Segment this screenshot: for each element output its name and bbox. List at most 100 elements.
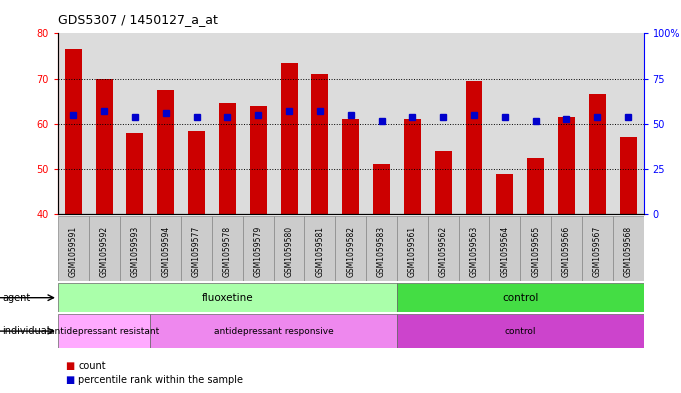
Bar: [551, 33, 582, 214]
Bar: [335, 33, 366, 214]
Text: GSM1059567: GSM1059567: [592, 226, 602, 277]
Bar: [335, 33, 366, 214]
Bar: [274, 216, 304, 281]
Bar: [243, 33, 274, 214]
Bar: [58, 33, 89, 214]
Text: antidepressant resistant: antidepressant resistant: [49, 327, 159, 336]
Text: antidepressant responsive: antidepressant responsive: [214, 327, 334, 336]
Bar: [127, 133, 144, 214]
Bar: [428, 33, 458, 214]
Bar: [250, 106, 267, 214]
Bar: [181, 33, 212, 214]
Text: GDS5307 / 1450127_a_at: GDS5307 / 1450127_a_at: [58, 13, 218, 26]
Bar: [304, 33, 335, 214]
Text: GSM1059581: GSM1059581: [315, 226, 324, 277]
Bar: [428, 33, 458, 214]
Bar: [58, 216, 89, 281]
Bar: [151, 314, 397, 348]
Bar: [343, 119, 359, 214]
Bar: [274, 33, 304, 214]
Bar: [58, 283, 397, 312]
Text: control: control: [505, 327, 536, 336]
Text: GSM1059564: GSM1059564: [501, 226, 509, 277]
Bar: [157, 90, 174, 214]
Text: GSM1059591: GSM1059591: [69, 226, 78, 277]
Bar: [404, 119, 421, 214]
Bar: [520, 33, 551, 214]
Bar: [120, 33, 151, 214]
Bar: [181, 33, 212, 214]
Bar: [335, 216, 366, 281]
Bar: [558, 117, 575, 214]
Bar: [89, 33, 120, 214]
Bar: [274, 33, 304, 214]
Bar: [620, 137, 637, 214]
Bar: [428, 216, 458, 281]
Bar: [589, 94, 606, 214]
Bar: [466, 81, 482, 214]
Text: GSM1059580: GSM1059580: [285, 226, 294, 277]
Bar: [58, 314, 151, 348]
Bar: [551, 216, 582, 281]
Bar: [151, 216, 181, 281]
Bar: [527, 158, 544, 214]
Text: GSM1059565: GSM1059565: [531, 226, 540, 277]
Bar: [219, 103, 236, 214]
Bar: [397, 33, 428, 214]
Text: GSM1059566: GSM1059566: [562, 226, 571, 277]
Bar: [397, 283, 644, 312]
Bar: [373, 164, 390, 214]
Text: control: control: [502, 293, 539, 303]
Text: GSM1059577: GSM1059577: [192, 226, 201, 277]
Bar: [397, 33, 428, 214]
Bar: [212, 33, 243, 214]
Bar: [582, 33, 613, 214]
Bar: [188, 130, 205, 214]
Bar: [496, 173, 513, 214]
Bar: [582, 216, 613, 281]
Text: GSM1059594: GSM1059594: [161, 226, 170, 277]
Bar: [458, 33, 490, 214]
Bar: [304, 33, 335, 214]
Bar: [366, 216, 397, 281]
Bar: [212, 33, 243, 214]
Bar: [151, 33, 181, 214]
Bar: [434, 151, 452, 214]
Bar: [65, 49, 82, 214]
Text: GSM1059562: GSM1059562: [439, 226, 447, 277]
Bar: [458, 33, 490, 214]
Text: individual: individual: [2, 326, 50, 336]
Bar: [397, 314, 644, 348]
Text: GSM1059582: GSM1059582: [346, 226, 355, 277]
Bar: [95, 79, 112, 214]
Text: ■: ■: [65, 375, 74, 386]
Text: agent: agent: [2, 293, 30, 303]
Bar: [281, 63, 298, 214]
Bar: [490, 216, 520, 281]
Text: ■: ■: [65, 361, 74, 371]
Bar: [243, 216, 274, 281]
Bar: [520, 33, 551, 214]
Bar: [181, 216, 212, 281]
Bar: [397, 216, 428, 281]
Bar: [613, 33, 644, 214]
Text: GSM1059578: GSM1059578: [223, 226, 232, 277]
Text: fluoxetine: fluoxetine: [202, 293, 253, 303]
Bar: [120, 33, 151, 214]
Bar: [551, 33, 582, 214]
Bar: [58, 33, 89, 214]
Bar: [89, 33, 120, 214]
Text: GSM1059583: GSM1059583: [377, 226, 386, 277]
Bar: [582, 33, 613, 214]
Bar: [458, 216, 490, 281]
Bar: [490, 33, 520, 214]
Bar: [89, 216, 120, 281]
Bar: [243, 33, 274, 214]
Bar: [366, 33, 397, 214]
Text: GSM1059593: GSM1059593: [131, 226, 140, 277]
Bar: [613, 33, 644, 214]
Bar: [212, 216, 243, 281]
Bar: [366, 33, 397, 214]
Text: GSM1059561: GSM1059561: [408, 226, 417, 277]
Bar: [120, 216, 151, 281]
